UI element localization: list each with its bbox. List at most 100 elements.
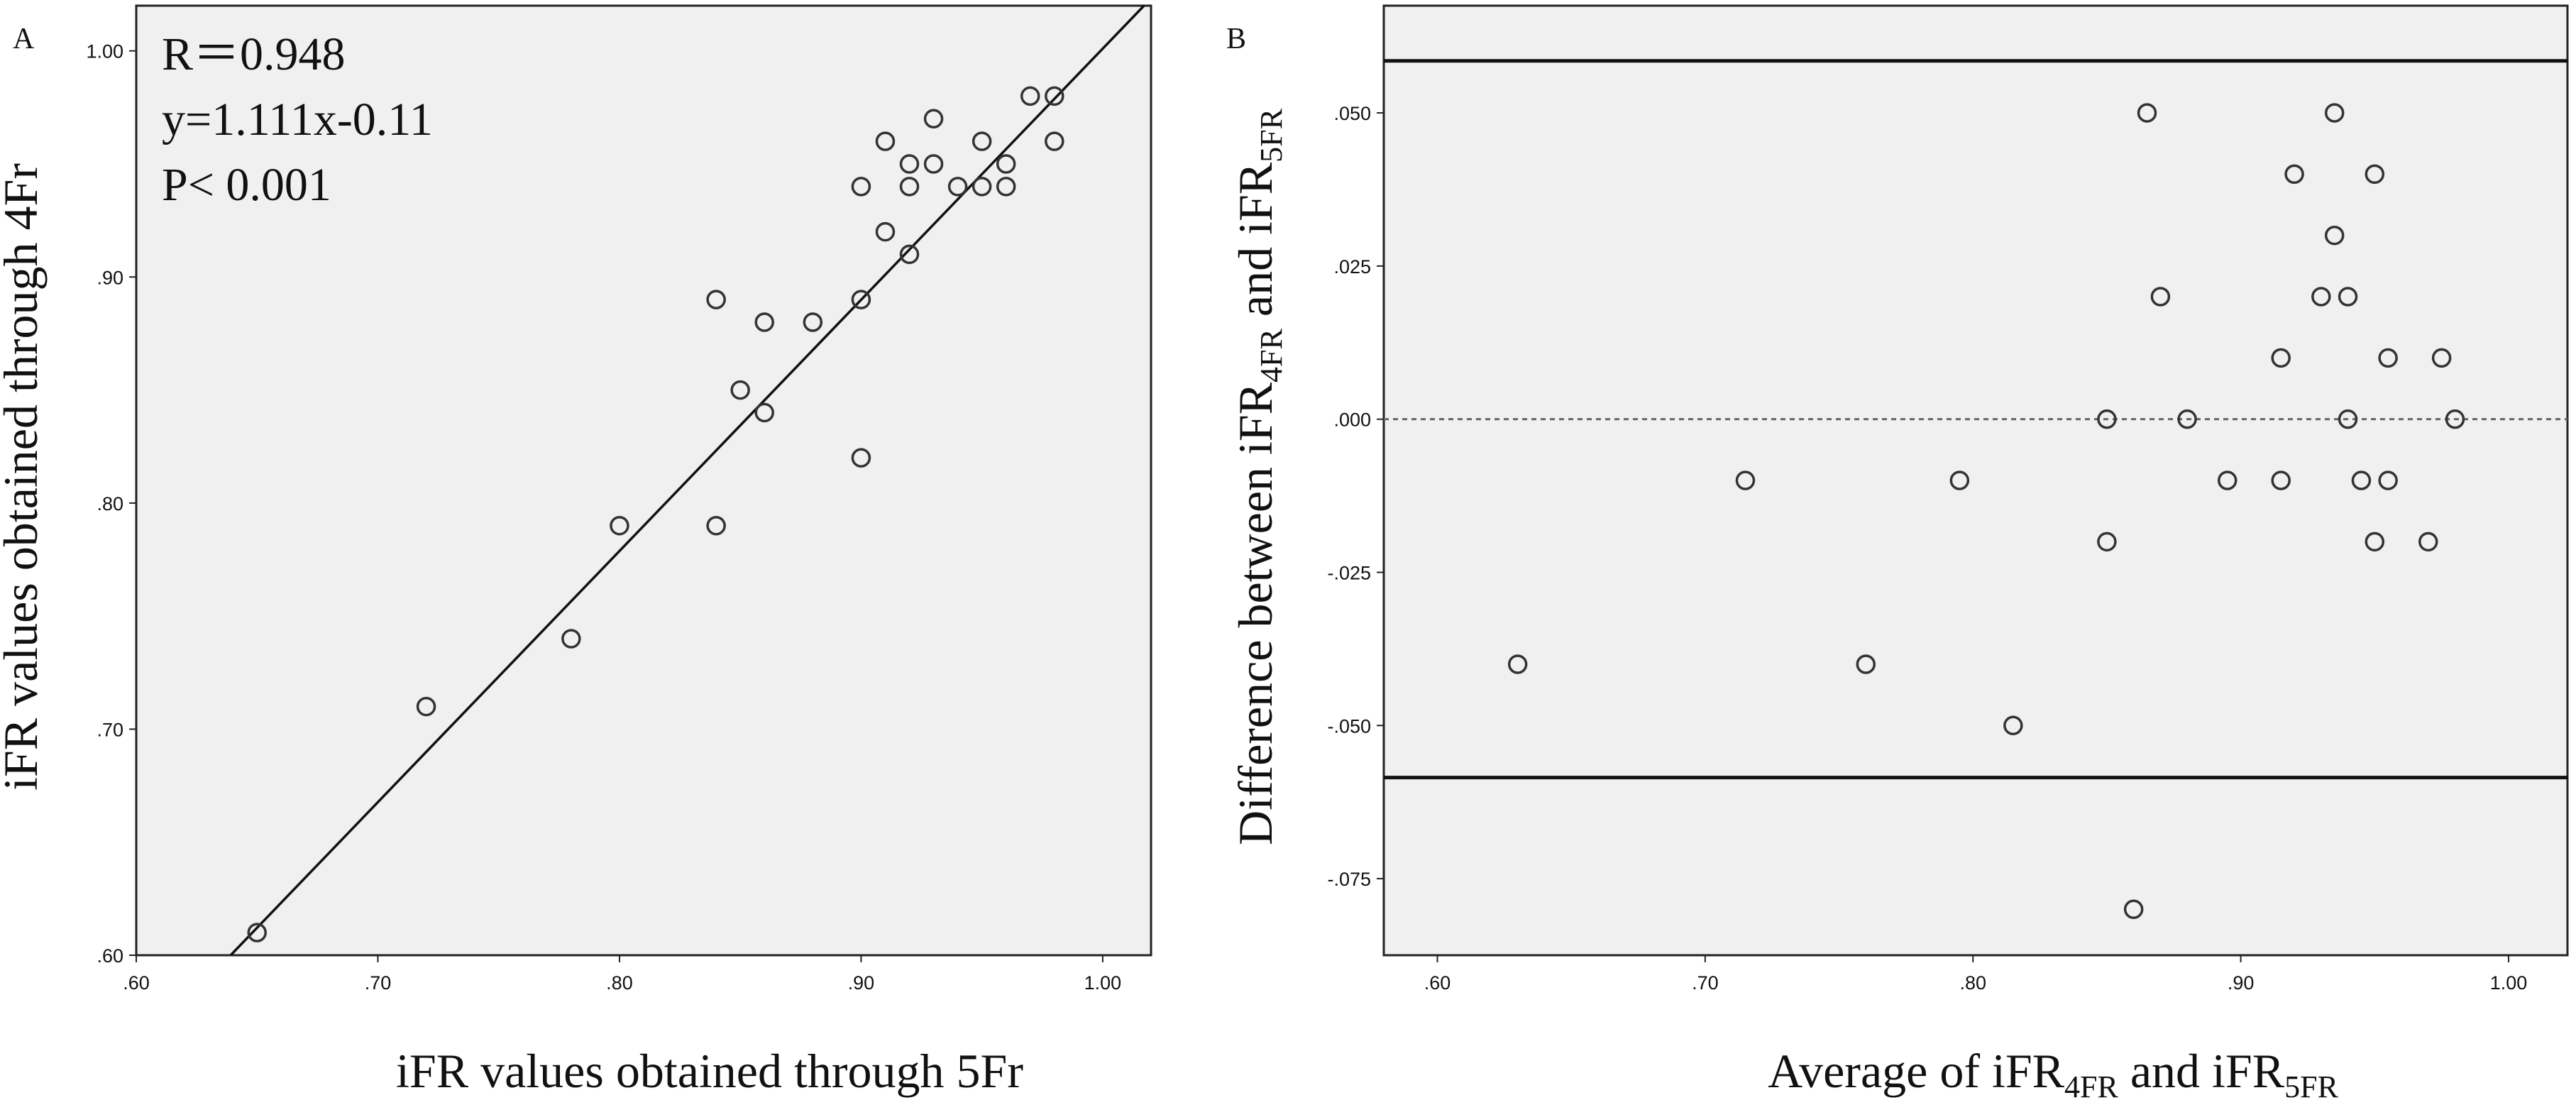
scatter-point-a — [899, 177, 920, 197]
scatter-point-b — [2445, 409, 2465, 429]
title-segment: and iFR — [2118, 1044, 2285, 1098]
scatter-point-b — [1735, 471, 1756, 490]
scatter-point-a — [1020, 86, 1040, 106]
scatter-point-a — [561, 629, 581, 649]
scatter-point-a — [416, 696, 436, 717]
scatter-point-a — [996, 154, 1016, 174]
scatter-point-b — [1856, 654, 1876, 674]
scatter-point-b — [1949, 471, 1970, 490]
scatter-point-b — [2378, 348, 2398, 368]
panel-b-reference-lines — [1384, 59, 2567, 780]
scatter-point-a — [610, 515, 629, 536]
scatter-point-a — [923, 154, 944, 174]
scatter-point-b — [2378, 471, 2398, 490]
scatter-point-a — [851, 177, 871, 197]
scatter-point-a — [1045, 131, 1064, 151]
scatter-point-b — [2311, 287, 2331, 307]
title-segment: Average of iFR — [1768, 1044, 2065, 1098]
scatter-point-a — [996, 177, 1016, 197]
scatter-point-b — [2003, 715, 2023, 736]
panel-b-x-title: Average of iFR4FR and iFR5FR — [1768, 1044, 2339, 1100]
panel-b: B .60 .70 .80 .90 1.00 .050 .025 .000 -.025 -.050… — [1226, 4, 2569, 1100]
scatter-point-b — [2217, 471, 2238, 490]
regression-line — [229, 4, 1145, 957]
panel-a-x-tick-label: .80 — [606, 972, 633, 994]
scatter-point-a — [754, 402, 774, 423]
scatter-point-a — [875, 221, 896, 242]
title-segment: and iFR — [1228, 162, 1282, 329]
panel-a: A .60 .70 .80 .90 1.00 .60 .70 .80 .90 1.00 R＝0.9… — [0, 4, 1152, 1098]
scatter-point-a — [899, 244, 920, 265]
panel-a-x-tick-label: 1.00 — [1084, 972, 1122, 994]
scatter-point-a — [899, 154, 920, 174]
scatter-point-b — [2431, 348, 2452, 368]
scatter-point-b — [2365, 164, 2385, 185]
panel-b-axes: .60 .70 .80 .90 1.00 .050 .025 .000 -.025 -.050 -.… — [1327, 103, 2527, 994]
panel-b-x-tick-label: .90 — [2228, 972, 2255, 994]
scatter-point-a — [1045, 86, 1064, 106]
scatter-point-a — [247, 923, 267, 942]
panel-a-y-tick-label: .90 — [97, 267, 123, 288]
panel-a-letter: A — [13, 23, 35, 55]
panel-a-x-tick-label: .70 — [365, 972, 392, 994]
panel-a-y-title: iFR values obtained through 4Fr — [0, 163, 48, 791]
scatter-point-b — [2338, 287, 2358, 307]
scatter-point-a — [923, 109, 944, 129]
panel-a-y-tick-label: .60 — [97, 945, 123, 967]
scatter-point-a — [803, 312, 823, 332]
stat-r: R＝0.948 — [162, 28, 346, 80]
scatter-point-a — [947, 177, 968, 197]
scatter-point-a — [971, 131, 992, 151]
panel-b-x-tick-label: .60 — [1424, 972, 1451, 994]
scatter-point-b — [2324, 103, 2345, 123]
scatter-point-a — [851, 448, 871, 468]
panel-a-y-tick-label: .70 — [97, 719, 123, 740]
panel-b-y-tick-label: .050 — [1333, 103, 1371, 124]
scatter-point-b — [2351, 471, 2372, 490]
scatter-point-b — [2284, 164, 2304, 185]
panel-b-x-tick-label: 1.00 — [2490, 972, 2528, 994]
scatter-point-a — [706, 515, 726, 536]
scatter-point-b — [2271, 348, 2291, 368]
scatter-point-b — [2137, 103, 2157, 123]
scatter-point-b — [1507, 654, 1528, 674]
scatter-point-a — [851, 290, 871, 309]
scatter-point-a — [754, 312, 774, 332]
scatter-point-b — [2150, 287, 2171, 307]
panel-a-plot-area — [135, 4, 1152, 957]
scatter-point-b — [2097, 409, 2117, 429]
subscript: 5FR — [1254, 108, 1289, 162]
subscript: 4FR — [2064, 1069, 2118, 1100]
scatter-point-a — [875, 131, 896, 151]
panel-b-x-tick-label: .80 — [1959, 972, 1986, 994]
scatter-point-a — [706, 290, 726, 309]
stat-equation: y=1.111x-0.11 — [162, 94, 433, 145]
panel-b-y-tick-label: -.050 — [1327, 715, 1371, 737]
scatter-point-b — [2365, 532, 2385, 552]
panel-a-x-tick-label: .60 — [123, 972, 150, 994]
scatter-point-b — [2097, 532, 2117, 552]
scatter-point-a — [730, 380, 750, 400]
scatter-point-b — [2177, 409, 2197, 429]
stat-p: P< 0.001 — [162, 159, 331, 211]
subscript: 5FR — [2284, 1069, 2338, 1100]
scatter-point-b — [2338, 409, 2358, 429]
panel-b-x-tick-label: .70 — [1692, 972, 1719, 994]
panel-b-y-tick-label: .000 — [1333, 409, 1371, 431]
panel-a-axes: .60 .70 .80 .90 1.00 .60 .70 .80 .90 1.00 — [86, 41, 1121, 994]
panel-a-y-tick-label: .80 — [97, 493, 123, 515]
scatter-point-a — [971, 177, 992, 197]
panel-b-y-tick-label: -.025 — [1327, 562, 1371, 583]
panel-b-points — [1507, 103, 2465, 920]
subscript: 4FR — [1254, 328, 1289, 382]
panel-b-letter: B — [1226, 23, 1246, 55]
panel-a-points — [247, 86, 1064, 942]
panel-b-plot-area — [1382, 4, 2569, 957]
panel-a-x-title: iFR values obtained through 5Fr — [396, 1044, 1023, 1098]
scatter-point-b — [2123, 899, 2144, 920]
scatter-point-b — [2271, 471, 2291, 490]
panel-a-x-tick-label: .90 — [848, 972, 875, 994]
scatter-point-b — [2324, 225, 2345, 246]
panel-b-y-tick-label: -.075 — [1327, 869, 1371, 890]
